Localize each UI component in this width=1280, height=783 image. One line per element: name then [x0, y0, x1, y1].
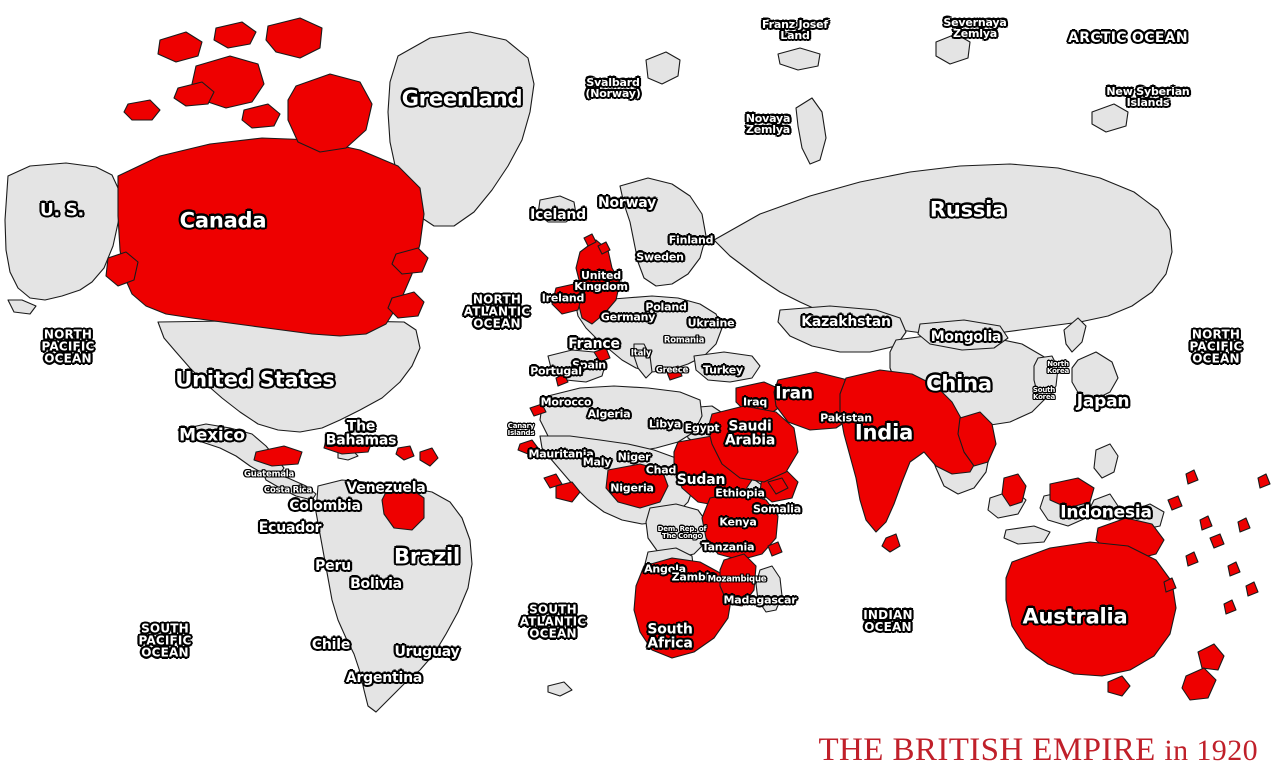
empire-pacific-dot-2	[1223, 599, 1237, 615]
land-iberia	[547, 349, 607, 383]
landmass-layer	[4, 17, 1271, 713]
empire-land	[105, 17, 1271, 701]
land-korea	[1033, 355, 1059, 399]
empire-fiji	[1209, 533, 1225, 549]
empire-newfoundland	[387, 291, 425, 319]
empire-ceylon	[881, 533, 901, 553]
empire-ireland	[551, 283, 583, 315]
land-iceland	[537, 195, 577, 223]
empire-ellesmere	[265, 17, 323, 59]
empire-burma	[957, 411, 997, 467]
empire-east-africa	[701, 491, 779, 561]
empire-southern-africa	[633, 557, 733, 659]
empire-labrador-tip	[391, 247, 429, 275]
land-madagascar	[755, 565, 783, 613]
empire-north-borneo	[1049, 477, 1095, 509]
empire-canada	[117, 137, 425, 337]
empire-arctic-isle-3	[173, 81, 215, 107]
land-greenland	[387, 31, 535, 227]
empire-solomons	[1167, 495, 1183, 511]
land-central-america	[261, 469, 317, 501]
land-alaska	[4, 162, 121, 301]
empire-baffin-island	[287, 73, 373, 153]
land-mongolia	[917, 319, 1009, 351]
empire-malta-cyprus	[665, 365, 683, 381]
empire-nigeria	[605, 463, 669, 509]
non-empire-land	[4, 31, 1173, 713]
empire-zanzibar	[767, 541, 783, 557]
land-svalbard	[645, 51, 681, 85]
empire-nz-north	[1197, 643, 1225, 671]
empire-guyana	[381, 487, 425, 531]
empire-nz-south	[1181, 667, 1217, 701]
land-italy	[633, 343, 653, 379]
empire-bahamas	[323, 435, 373, 455]
map-title: THE BRITISH EMPIRE in 1920	[819, 732, 1259, 769]
land-aleutians	[7, 299, 37, 315]
empire-arctic-isle-1	[157, 31, 203, 63]
empire-samoa	[1237, 517, 1251, 533]
land-russia	[713, 163, 1173, 337]
empire-mozambique	[719, 553, 757, 607]
land-new-syberian	[1091, 103, 1129, 133]
land-central-asia	[777, 305, 907, 353]
empire-malaya	[1001, 473, 1027, 507]
empire-tasmania	[1107, 675, 1131, 697]
land-philippines	[1093, 443, 1119, 479]
land-novaya-zemlya	[795, 97, 827, 165]
empire-arctic-isle-4	[241, 103, 281, 129]
empire-faroe	[583, 233, 597, 247]
empire-jamaica-belize	[253, 445, 303, 467]
empire-ghana-gambia	[555, 481, 581, 503]
empire-india	[839, 369, 979, 533]
land-sulawesi	[1089, 493, 1119, 521]
empire-sierra-leone	[543, 473, 563, 489]
empire-iraq	[735, 381, 785, 415]
empire-channel	[593, 347, 611, 363]
empire-aden	[767, 477, 789, 495]
empire-bc-coast	[105, 251, 139, 287]
empire-gibraltar	[555, 373, 569, 387]
empire-lesser-antilles	[395, 445, 415, 461]
land-japan-honshu	[1071, 351, 1119, 401]
empire-arctic-isle-2	[213, 21, 257, 49]
land-turkey	[693, 351, 761, 383]
land-scotia-islands	[547, 681, 573, 697]
empire-gilbert	[1199, 515, 1213, 531]
empire-tonga	[1227, 561, 1241, 577]
empire-newhebrides	[1163, 577, 1177, 593]
empire-arabia	[707, 405, 799, 483]
land-java	[1003, 525, 1051, 545]
empire-madeira	[529, 403, 547, 417]
land-united-states	[157, 319, 421, 433]
map-title-main: THE BRITISH EMPIRE	[818, 732, 1156, 768]
empire-pacific-dot-4	[1185, 469, 1199, 485]
land-congo	[645, 503, 709, 559]
empire-trinidad	[419, 447, 439, 467]
land-japan	[1063, 317, 1087, 353]
empire-arctic-isle-5	[123, 99, 161, 121]
empire-pacific-dot-1	[1245, 581, 1259, 597]
empire-vanuatu	[1185, 551, 1199, 567]
land-scandinavia	[619, 177, 707, 287]
empire-orkney	[597, 241, 611, 255]
empire-iran	[773, 371, 861, 431]
land-severnaya-zemlya	[935, 33, 971, 65]
land-south-america	[315, 479, 473, 713]
empire-atlantic-isles	[517, 439, 539, 455]
empire-australia	[1005, 541, 1177, 677]
map-title-year: in 1920	[1164, 734, 1258, 767]
empire-pacific-dot-3	[1257, 473, 1271, 489]
land-franz-josef	[777, 47, 821, 71]
